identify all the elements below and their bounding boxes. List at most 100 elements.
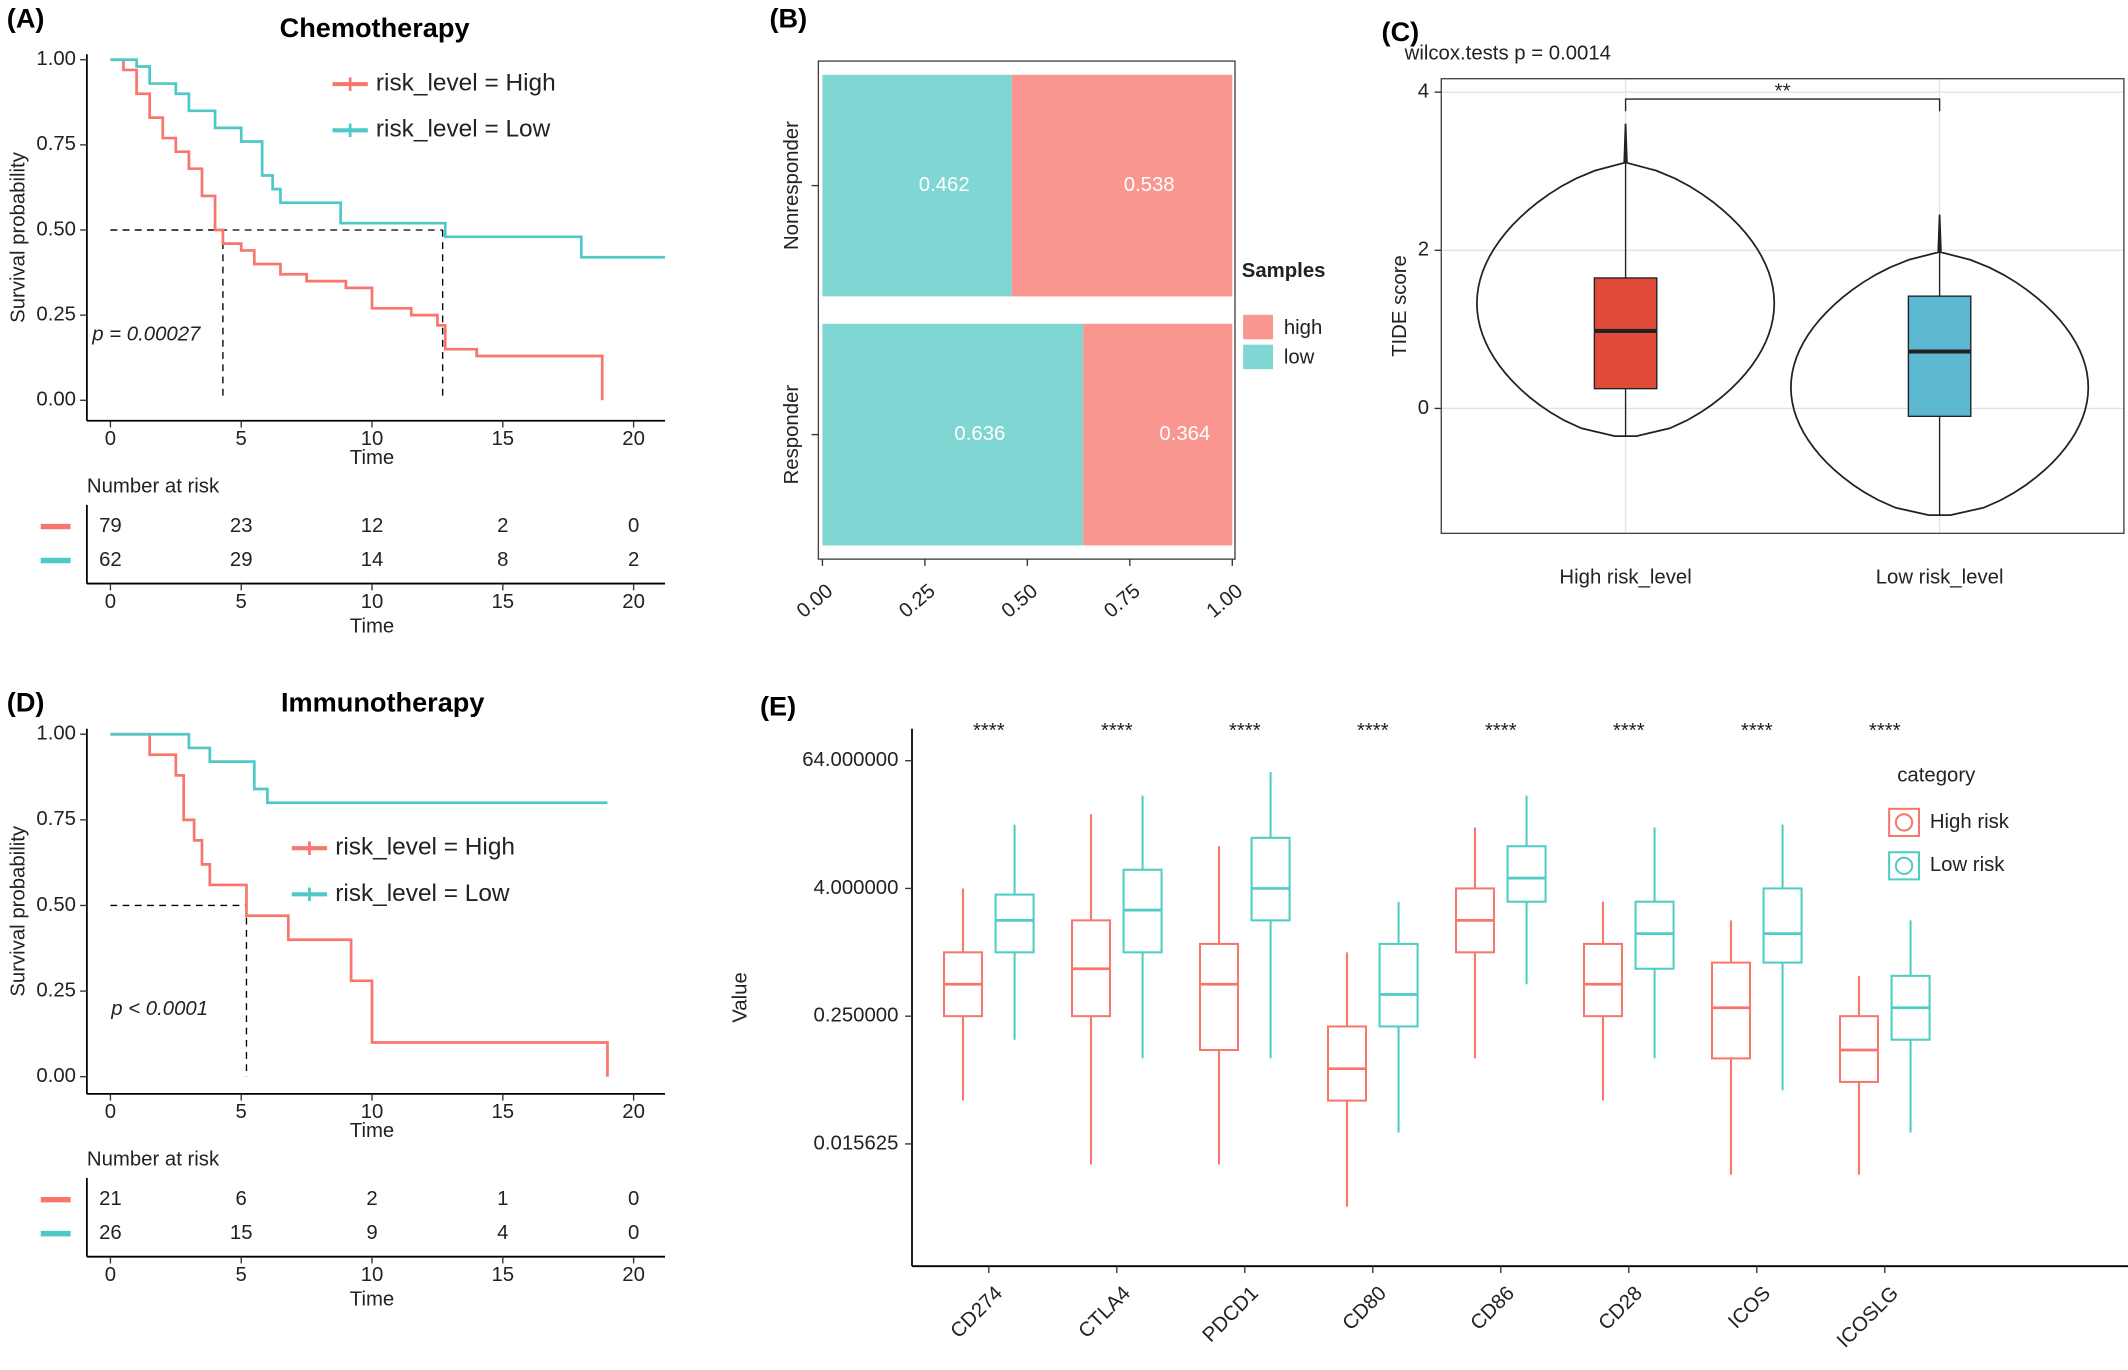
box <box>1506 845 1547 903</box>
x-tick-label: CTLA4 <box>1075 1282 1135 1342</box>
x-tick-label: 0 <box>105 591 116 613</box>
y-tick-label: 0.75 <box>36 133 76 155</box>
risk-count: 0 <box>628 515 639 537</box>
x-tick-label: CD274 <box>947 1282 1007 1342</box>
box <box>1378 942 1419 1028</box>
bar-segment <box>1083 323 1233 546</box>
y-tick-label: 0.50 <box>36 894 76 916</box>
risk-count: 14 <box>361 549 384 571</box>
y-tick-label: 4.000000 <box>814 877 899 899</box>
significance: **** <box>973 720 1005 742</box>
risk-count: 4 <box>497 1222 508 1244</box>
legend-swatch <box>1894 856 1914 875</box>
y-axis-title: Survival probability <box>7 825 29 997</box>
panel-label: (E) <box>760 691 796 722</box>
y-axis-title: Survival probability <box>7 151 29 323</box>
annotation: p < 0.0001 <box>110 998 208 1020</box>
y-tick-label: 0.250000 <box>814 1005 899 1027</box>
survival-curve <box>110 732 608 805</box>
x-tick-label: 0 <box>105 1101 116 1123</box>
box <box>994 893 1035 954</box>
x-axis-title: Time <box>350 615 394 637</box>
box <box>1326 1025 1368 1102</box>
y-tick-label: 0.00 <box>36 1065 76 1087</box>
x-axis-title: Time <box>350 1120 394 1142</box>
bar-segment <box>1011 74 1233 297</box>
value-label: 0.364 <box>1159 423 1210 445</box>
y-tick-label: 0.015625 <box>814 1132 899 1154</box>
x-tick-label: 10 <box>361 428 384 450</box>
significance: **** <box>1101 720 1133 742</box>
legend-label: risk_level = High <box>376 70 556 97</box>
y-tick-label: 0.75 <box>36 808 76 830</box>
x-tick-label: 15 <box>492 428 515 450</box>
legend-label: Low risk <box>1930 854 2005 876</box>
chart-title: wilcox.tests p = 0.0014 <box>1404 43 1611 65</box>
x-axis-title: Time <box>350 1288 394 1310</box>
panel-label: (A) <box>7 3 45 34</box>
risk-count: 29 <box>230 549 253 571</box>
value-label: 0.538 <box>1124 174 1175 196</box>
significance: **** <box>1741 720 1773 742</box>
y-tick-label: 2 <box>1418 239 1429 261</box>
y-tick-label: 4 <box>1418 81 1429 103</box>
y-axis-title: TIDE score <box>1389 255 1411 357</box>
risk-table-title: Number at risk <box>87 1149 220 1171</box>
risk-count: 9 <box>366 1222 377 1244</box>
y-tick-label: 64.000000 <box>802 749 898 771</box>
legend-title: Samples <box>1242 260 1326 282</box>
x-tick-label: 20 <box>622 1264 645 1286</box>
risk-table-title: Number at risk <box>87 476 220 498</box>
legend-label: risk_level = High <box>335 834 515 861</box>
x-tick-label: 0.25 <box>895 580 939 622</box>
box <box>1907 295 1972 418</box>
x-axis-title: Time <box>350 447 394 469</box>
value-label: 0.462 <box>919 174 970 196</box>
panel-label: (B) <box>770 3 808 34</box>
value-label: 0.636 <box>954 423 1005 445</box>
x-tick-label: 20 <box>622 591 645 613</box>
risk-count: 21 <box>99 1188 122 1210</box>
chart-title: Immunotherapy <box>281 687 484 718</box>
x-tick-label: CD80 <box>1339 1282 1391 1334</box>
risk-count: 12 <box>361 515 384 537</box>
x-tick-label: 10 <box>361 1101 384 1123</box>
x-tick-label: 0 <box>105 428 116 450</box>
x-tick-label: 20 <box>622 1101 645 1123</box>
risk-count: 0 <box>628 1222 639 1244</box>
significance: **** <box>1485 720 1517 742</box>
y-tick-label: 1.00 <box>36 723 76 745</box>
chart-title: Chemotherapy <box>280 12 470 43</box>
x-tick-label: 5 <box>236 591 247 613</box>
risk-count: 2 <box>497 515 508 537</box>
risk-count: 23 <box>230 515 253 537</box>
legend-swatch <box>1888 851 1920 881</box>
box <box>1250 836 1291 922</box>
x-tick-label: 15 <box>492 591 515 613</box>
risk-count: 8 <box>497 549 508 571</box>
risk-count: 1 <box>497 1188 508 1210</box>
x-tick-label: 5 <box>236 1101 247 1123</box>
box <box>1710 961 1752 1060</box>
x-tick-label: 10 <box>361 591 384 613</box>
legend-swatch <box>1243 344 1273 370</box>
x-tick-label: 1.00 <box>1203 580 1247 622</box>
x-tick-label: 10 <box>361 1264 384 1286</box>
box <box>1582 942 1624 1018</box>
y-tick-label: Responder <box>781 385 803 485</box>
x-tick-label: ICOS <box>1724 1282 1775 1333</box>
legend-title: category <box>1897 765 1976 787</box>
panel-label: (C) <box>1382 16 1420 47</box>
legend-label: risk_level = Low <box>335 880 510 907</box>
significance: **** <box>1357 720 1389 742</box>
bar-segment <box>822 74 1012 297</box>
x-tick-label: ICOSLG <box>1833 1282 1903 1352</box>
risk-count: 26 <box>99 1222 122 1244</box>
x-tick-label: CD86 <box>1467 1282 1519 1334</box>
x-tick-label: 20 <box>622 428 645 450</box>
x-tick-label: 5 <box>236 428 247 450</box>
box <box>1198 942 1240 1052</box>
box <box>1593 277 1658 390</box>
